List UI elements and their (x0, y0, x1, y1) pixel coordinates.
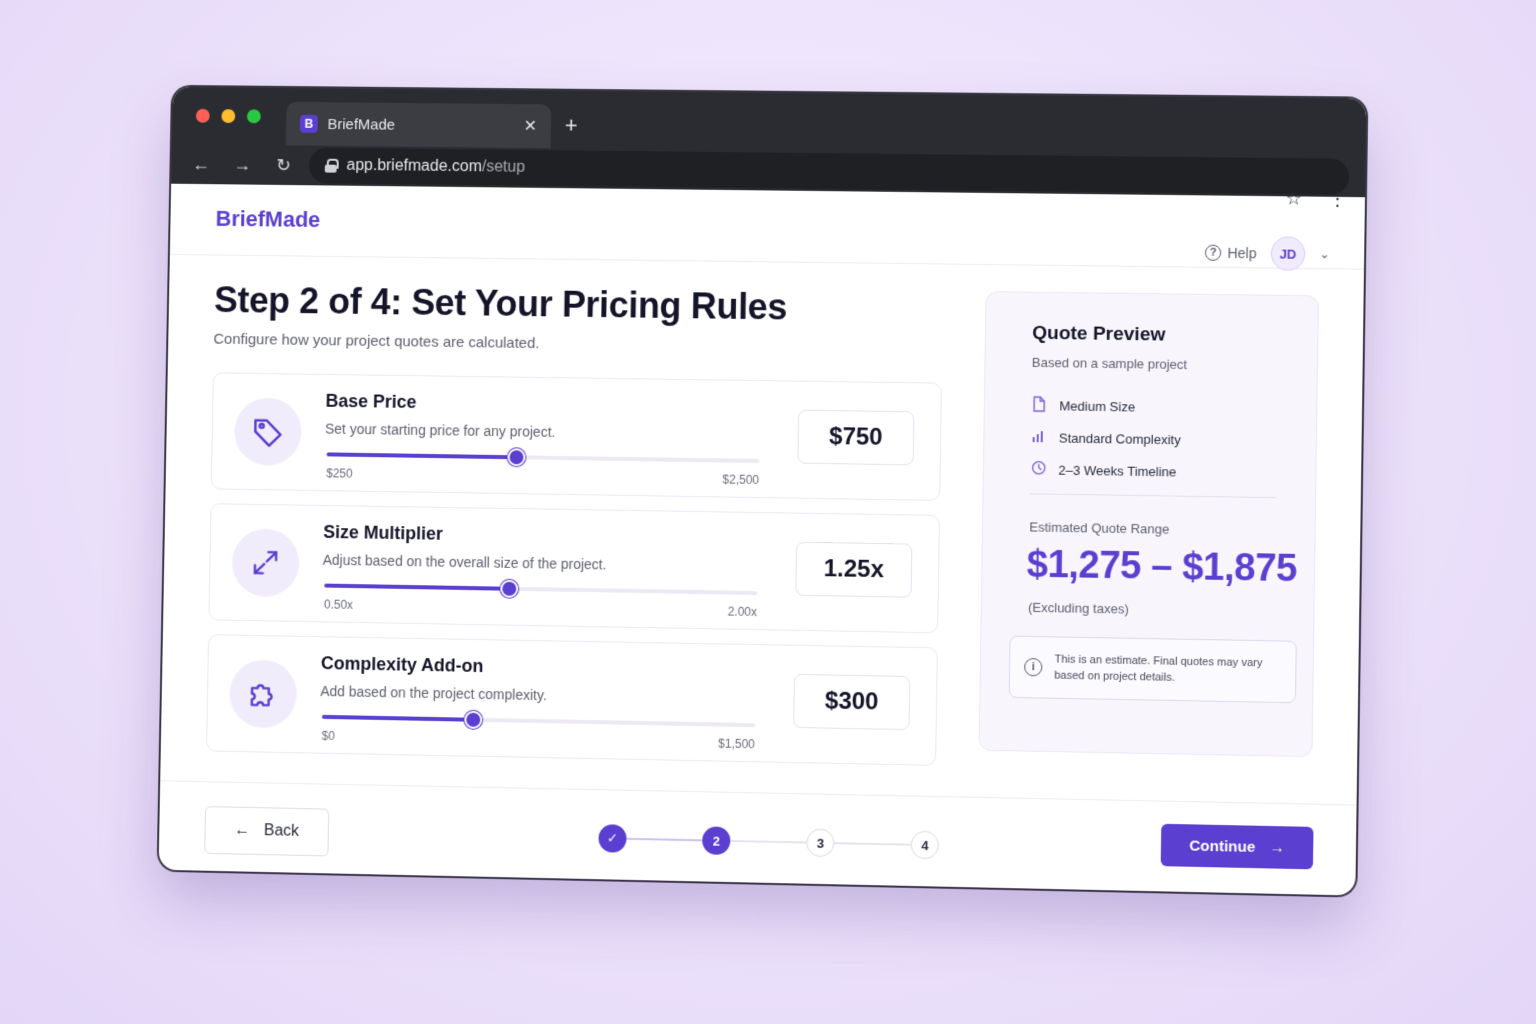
preview-item-label: 2–3 Weeks Timeline (1058, 462, 1176, 479)
reload-icon[interactable]: ↻ (273, 155, 293, 176)
preview-list: Medium Size Standard Complexity 2–3 Week… (1030, 389, 1181, 488)
puzzle-icon (229, 659, 297, 728)
rule-description: Set your starting price for any project. (325, 421, 556, 440)
tag-icon (234, 397, 302, 465)
slider-thumb[interactable] (507, 448, 525, 466)
rule-title: Complexity Add-on (321, 653, 484, 677)
tab-close-icon[interactable]: ✕ (524, 116, 538, 136)
quote-range-value: $1,275 – $1,875 (1026, 543, 1297, 591)
base-price-slider[interactable] (327, 452, 760, 463)
lock-icon (325, 159, 337, 173)
page-subtitle: Configure how your project quotes are ca… (213, 331, 539, 352)
new-tab-icon[interactable]: + (565, 113, 578, 139)
complexity-addon-value[interactable]: $300 (793, 674, 910, 730)
continue-label: Continue (1189, 837, 1255, 856)
forward-arrow-icon[interactable]: → (232, 154, 252, 175)
step-connector (730, 840, 806, 844)
bookmark-star-icon[interactable]: ☆ (1285, 188, 1302, 209)
slider-fill (324, 584, 510, 591)
step-connector (834, 842, 910, 846)
bar-chart-icon (1031, 429, 1047, 446)
list-item: Medium Size (1031, 389, 1182, 423)
browser-tab[interactable]: B BriefMade ✕ (286, 102, 551, 148)
tab-title: BriefMade (327, 116, 514, 135)
rule-description: Adjust based on the overall size of the … (323, 552, 607, 573)
step-4[interactable]: 4 (911, 831, 940, 860)
quote-preview-panel: Quote Preview Based on a sample project … (979, 291, 1319, 757)
step-2-current[interactable]: 2 (702, 826, 730, 855)
slider-thumb[interactable] (501, 580, 519, 598)
expand-icon (231, 528, 299, 597)
rule-card-base-price: Base Price Set your starting price for a… (211, 372, 942, 501)
arrow-right-icon: → (1269, 839, 1284, 856)
back-button[interactable]: ← Back (204, 806, 329, 856)
step-connector (626, 838, 702, 842)
list-item: Standard Complexity (1030, 421, 1181, 455)
continue-button[interactable]: Continue → (1161, 824, 1314, 870)
divider (1030, 493, 1277, 498)
url-path: /setup (482, 158, 525, 175)
tax-note: (Excluding taxes) (1028, 600, 1129, 617)
main-content: Step 2 of 4: Set Your Pricing Rules Conf… (160, 255, 1364, 795)
info-icon: i (1024, 658, 1042, 676)
help-link[interactable]: ? Help (1205, 245, 1257, 262)
minimize-window-button[interactable] (221, 109, 235, 123)
maximize-window-button[interactable] (247, 109, 261, 123)
chevron-down-icon[interactable]: ⌄ (1319, 247, 1329, 261)
clock-icon (1030, 460, 1046, 478)
rule-card-size-multiplier: Size Multiplier Adjust based on the over… (208, 503, 940, 633)
list-item: 2–3 Weeks Timeline (1030, 453, 1181, 487)
favicon-icon: B (300, 115, 318, 133)
rule-title: Size Multiplier (323, 522, 443, 545)
slider-min-label: $0 (322, 729, 335, 743)
browser-actions: ☆ ⋮ (1285, 188, 1346, 210)
size-multiplier-slider[interactable] (324, 584, 757, 595)
page-title: Step 2 of 4: Set Your Pricing Rules (214, 279, 788, 328)
slider-fill (327, 452, 517, 459)
progress-stepper: ✓ 2 3 4 (598, 824, 919, 859)
size-multiplier-value[interactable]: 1.25x (795, 542, 912, 598)
wizard-footer: ← Back ✓ 2 3 4 Continue → (159, 780, 1357, 895)
step-3[interactable]: 3 (806, 829, 835, 858)
arrow-left-icon: ← (234, 822, 250, 840)
rule-title: Base Price (325, 391, 416, 413)
preview-item-label: Standard Complexity (1059, 430, 1181, 447)
slider-thumb[interactable] (464, 711, 482, 729)
rule-card-complexity-addon: Complexity Add-on Add based on the proje… (206, 634, 938, 766)
slider-max-label: 2.00x (677, 604, 757, 619)
slider-max-label: $1,500 (675, 736, 755, 752)
estimate-note: i This is an estimate. Final quotes may … (1009, 636, 1297, 704)
step-1-complete-check-icon[interactable]: ✓ (598, 824, 626, 853)
close-window-button[interactable] (196, 109, 210, 123)
back-label: Back (264, 822, 299, 841)
browser-chrome: B BriefMade ✕ + ← → ↻ app.briefmade.com/… (171, 87, 1366, 197)
url-text: app.briefmade.com/setup (346, 157, 525, 177)
slider-min-label: 0.50x (324, 597, 353, 611)
slider-min-label: $250 (326, 466, 353, 480)
url-host: app.briefmade.com (346, 157, 482, 175)
slider-fill (322, 715, 473, 722)
preview-item-label: Medium Size (1059, 398, 1135, 414)
header-actions: ? Help JD ⌄ (1205, 236, 1330, 272)
browser-window: B BriefMade ✕ + ← → ↻ app.briefmade.com/… (159, 87, 1367, 896)
brand-logo[interactable]: BriefMade (215, 206, 320, 233)
document-icon (1031, 395, 1047, 414)
preview-subtitle: Based on a sample project (1032, 355, 1188, 372)
menu-kebab-icon[interactable]: ⋮ (1328, 189, 1347, 210)
range-label: Estimated Quote Range (1029, 519, 1169, 536)
help-label: Help (1227, 245, 1256, 261)
rule-description: Add based on the project complexity. (320, 683, 547, 703)
window-controls (196, 109, 261, 124)
back-arrow-icon[interactable]: ← (191, 154, 211, 175)
preview-title: Quote Preview (1032, 323, 1165, 347)
avatar[interactable]: JD (1270, 236, 1305, 271)
base-price-value[interactable]: $750 (797, 410, 914, 466)
estimate-note-text: This is an estimate. Final quotes may va… (1054, 651, 1262, 688)
slider-max-label: $2,500 (679, 472, 759, 487)
complexity-addon-slider[interactable] (322, 715, 755, 727)
help-icon: ? (1205, 245, 1221, 261)
